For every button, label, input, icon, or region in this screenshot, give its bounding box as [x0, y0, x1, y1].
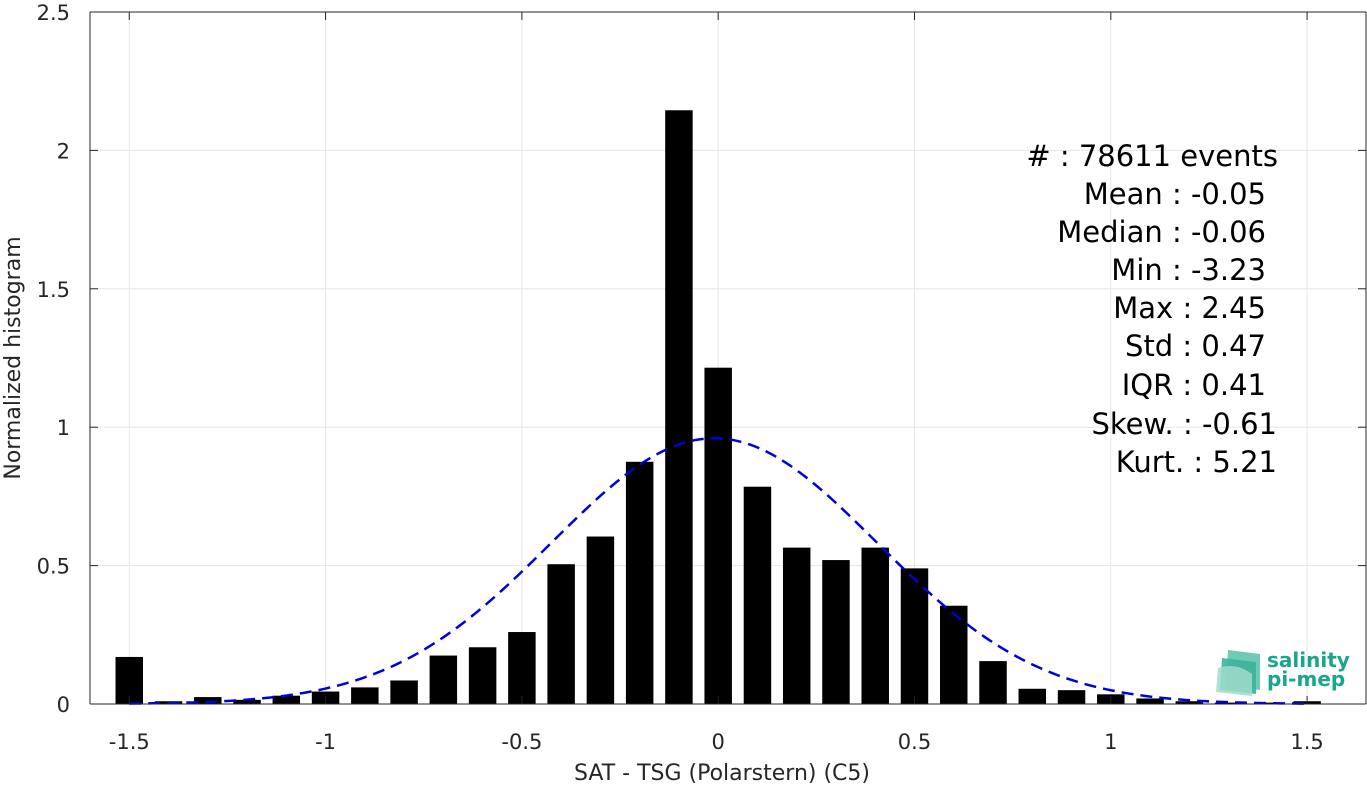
- histogram-bar: [822, 560, 850, 704]
- stats-box: # : 78611 events Mean : -0.05 Median : -…: [1026, 139, 1278, 479]
- histogram-bar: [547, 564, 575, 704]
- y-tick-label: 2.5: [37, 1, 70, 25]
- axis-ticks: [90, 11, 1366, 705]
- stat-max: Max : 2.45: [1113, 291, 1266, 325]
- histogram-bar: [704, 367, 732, 704]
- histogram-bar: [1214, 702, 1243, 704]
- stat-min: Min : -3.23: [1111, 253, 1266, 287]
- histogram-bar: [233, 699, 261, 704]
- histogram-bar: [508, 632, 536, 704]
- histogram-bars: [115, 110, 1321, 705]
- x-tick-label: -0.5: [501, 730, 542, 754]
- histogram-bar: [743, 486, 772, 704]
- stat-iqr: IQR : 0.41: [1122, 368, 1266, 402]
- stat-skew: Skew. : -0.61: [1091, 407, 1277, 441]
- histogram-bar: [782, 547, 811, 704]
- histogram-bar: [351, 687, 379, 704]
- y-tick-label: 2: [57, 139, 70, 163]
- stat-std: Std : 0.47: [1125, 329, 1266, 363]
- wave-logo-icon: [1216, 650, 1260, 696]
- stat-kurt: Kurt. : 5.21: [1116, 445, 1277, 479]
- gaussian-fit-curve: [129, 437, 1308, 705]
- logo-line-1: salinity: [1267, 648, 1350, 672]
- histogram-bar: [1175, 701, 1204, 704]
- y-tick-label: 1.5: [37, 278, 70, 302]
- histogram-bar: [861, 547, 889, 704]
- stat-mean: Mean : -0.05: [1084, 177, 1266, 211]
- x-tick-label: -1.5: [109, 730, 150, 754]
- y-tick-labels: 0 0.5 1 1.5 2 2.5: [37, 1, 70, 717]
- histogram-bar: [468, 647, 497, 704]
- histogram-bar: [194, 697, 222, 704]
- histogram-bar: [1057, 690, 1086, 704]
- histogram-bar: [1136, 698, 1164, 704]
- y-tick-label: 0.5: [37, 555, 70, 579]
- histogram-bar: [429, 655, 458, 704]
- x-tick-label: -1: [315, 730, 336, 754]
- histogram-bar: [625, 461, 654, 704]
- y-tick-label: 0: [57, 693, 70, 717]
- histogram-bar: [900, 568, 929, 704]
- histogram-bar: [1254, 702, 1282, 704]
- x-tick-label: 0.5: [898, 730, 931, 754]
- histogram-bar: [940, 605, 968, 704]
- histogram-bar: [665, 110, 693, 705]
- y-axis-label: Normalized histogram: [1, 236, 26, 479]
- logo-line-2: pi-mep: [1267, 667, 1345, 691]
- y-tick-label: 1: [57, 416, 70, 440]
- histogram-bar: [586, 536, 615, 704]
- x-tick-label: 0: [711, 730, 724, 754]
- x-axis-label: SAT - TSG (Polarstern) (C5): [574, 761, 870, 785]
- histogram-bar: [390, 680, 418, 704]
- histogram-bar: [1018, 688, 1047, 704]
- stat-median: Median : -0.06: [1057, 215, 1266, 249]
- histogram-bar: [272, 695, 301, 704]
- histogram-bar: [979, 661, 1007, 704]
- x-tick-label: 1: [1104, 730, 1117, 754]
- salinity-pimep-logo: salinity pi-mep: [1216, 648, 1350, 696]
- x-tick-label: 1.5: [1290, 730, 1323, 754]
- stat-count: # : 78611 events: [1026, 139, 1278, 173]
- axes-frame: [89, 11, 1367, 705]
- x-tick-labels: -1.5 -1 -0.5 0 0.5 1 1.5: [109, 730, 1324, 754]
